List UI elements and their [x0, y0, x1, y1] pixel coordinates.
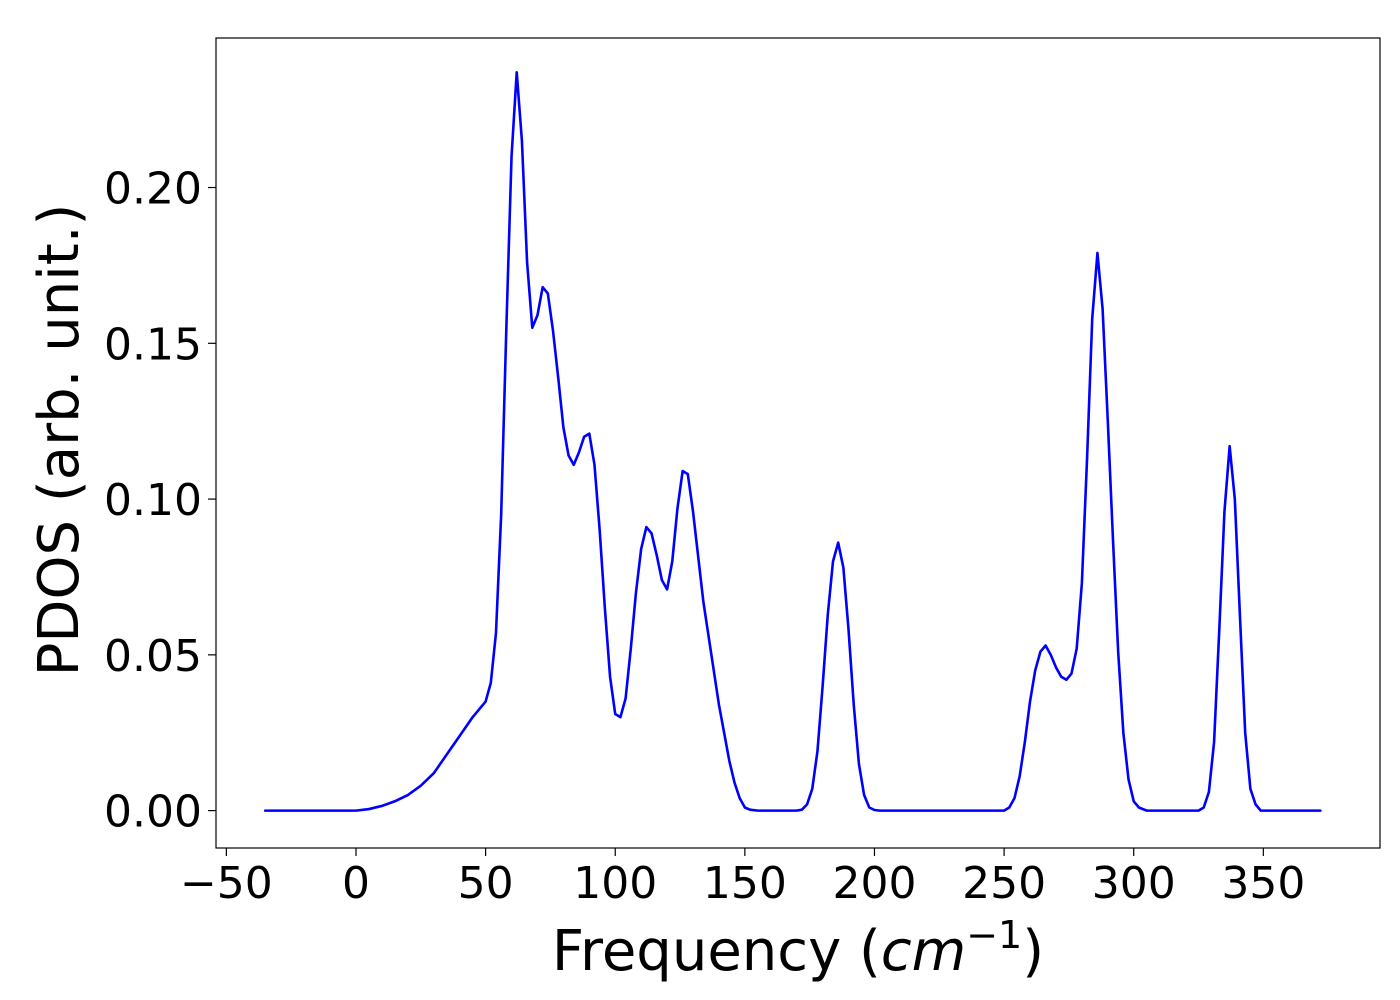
x-axis-title-prefix: Frequency (: [552, 919, 881, 984]
x-axis-title-suffix: ): [1022, 919, 1044, 984]
plot-frame: [215, 37, 1381, 849]
x-tick-label: 0: [342, 858, 370, 909]
y-tick-label: 0.05: [104, 631, 202, 682]
x-tick-label: 150: [703, 858, 787, 909]
series-line-0: [263, 70, 1322, 812]
x-tick-label: 50: [458, 858, 514, 909]
x-tick-label: 350: [1221, 858, 1305, 909]
x-axis-title-unit: cm: [881, 919, 966, 984]
y-axis-title: PDOS (arb. unit.): [27, 204, 92, 677]
y-axis-ticks: 0.00 0.05 0.10 0.15 0.20: [104, 164, 216, 838]
y-tick-label: 0.20: [104, 164, 202, 215]
y-tick-label: 0.00: [104, 787, 202, 838]
x-tick-label: 250: [962, 858, 1046, 909]
y-tick-label: 0.15: [104, 319, 202, 370]
y-tick-label: 0.10: [104, 475, 202, 526]
x-tick-label: 300: [1092, 858, 1176, 909]
x-tick-label: 200: [832, 858, 916, 909]
x-axis-ticks: −50 0 50 100 150 200 250 300 350: [180, 848, 1305, 909]
x-tick-label: −50: [180, 858, 273, 909]
x-axis-title: Frequency (cm−1): [552, 913, 1044, 984]
x-tick-label: 100: [573, 858, 657, 909]
series-layer: [263, 70, 1322, 812]
x-axis-title-exponent: −1: [966, 913, 1022, 957]
